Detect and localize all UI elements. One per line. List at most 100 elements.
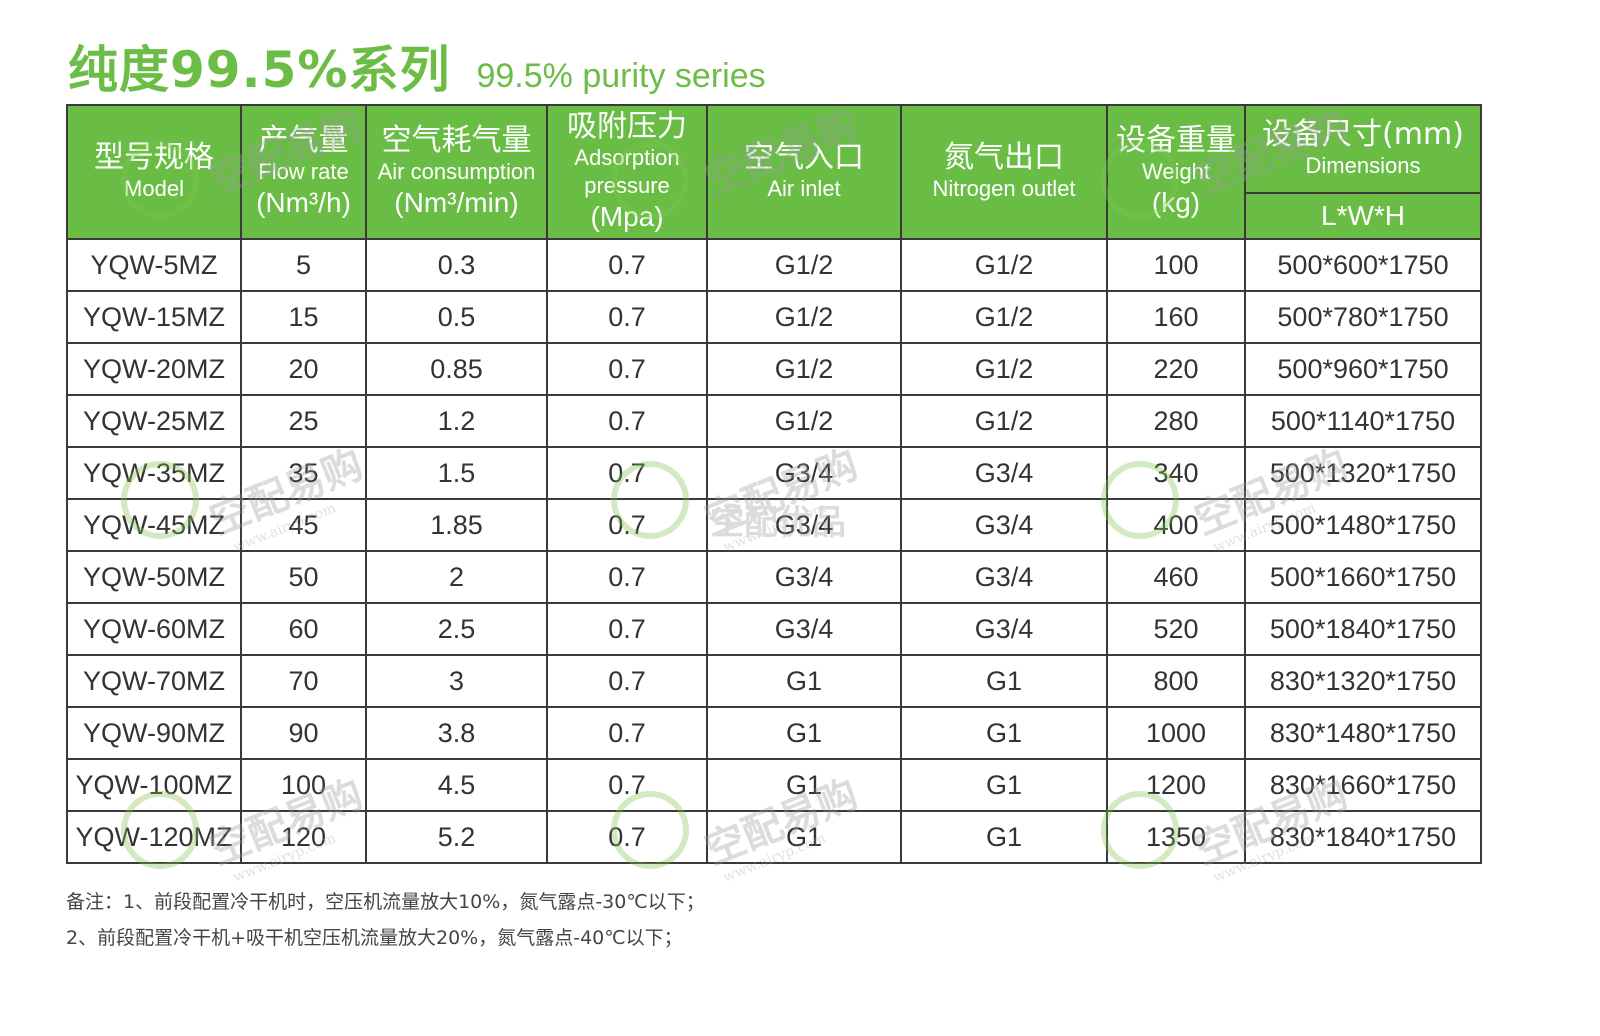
cell-flow: 60: [240, 602, 367, 656]
cell-pressure: 0.7: [546, 706, 708, 760]
cell-inlet: G3/4: [706, 550, 902, 604]
cell-inlet: G1: [706, 758, 902, 812]
table-row: YQW-50MZ 50 2 0.7 G3/4 G3/4 460 500*1660*1750: [66, 550, 1482, 604]
cell-weight: 1200: [1106, 758, 1246, 812]
table-row: YQW-120MZ 120 5.2 0.7 G1 G1 1350 830*1840*1750: [66, 810, 1482, 864]
cell-weight: 520: [1106, 602, 1246, 656]
cell-flow: 100: [240, 758, 367, 812]
cell-outlet: G1/2: [900, 290, 1108, 344]
cell-dim: 830*1660*1750: [1244, 758, 1482, 812]
cell-inlet: G1/2: [706, 342, 902, 396]
cell-model: YQW-50MZ: [66, 550, 242, 604]
cell-flow: 35: [240, 446, 367, 500]
header-air-inlet: 空气入口 Air inlet: [706, 104, 902, 240]
cell-weight: 280: [1106, 394, 1246, 448]
cell-inlet: G3/4: [706, 602, 902, 656]
cell-flow: 70: [240, 654, 367, 708]
cell-outlet: G3/4: [900, 498, 1108, 552]
cell-outlet: G1/2: [900, 342, 1108, 396]
cell-model: YQW-20MZ: [66, 342, 242, 396]
cell-weight: 220: [1106, 342, 1246, 396]
cell-air: 0.85: [365, 342, 548, 396]
cell-pressure: 0.7: [546, 446, 708, 500]
cell-model: YQW-5MZ: [66, 238, 242, 292]
cell-model: YQW-35MZ: [66, 446, 242, 500]
cell-air: 5.2: [365, 810, 548, 864]
cell-model: YQW-25MZ: [66, 394, 242, 448]
cell-flow: 90: [240, 706, 367, 760]
header-weight: 设备重量 Weight (kg): [1106, 104, 1246, 240]
cell-dim: 500*600*1750: [1244, 238, 1482, 292]
table-row: YQW-60MZ 60 2.5 0.7 G3/4 G3/4 520 500*1840*1750: [66, 602, 1482, 656]
header-air-en: Air consumption: [377, 159, 536, 184]
header-inlet-en: Air inlet: [767, 176, 841, 201]
header-dimensions-en: Dimensions: [1305, 153, 1421, 178]
header-dimensions-sub: L*W*H: [1244, 192, 1482, 240]
table-row: YQW-15MZ 15 0.5 0.7 G1/2 G1/2 160 500*780*1750: [66, 290, 1482, 344]
cell-dim: 500*780*1750: [1244, 290, 1482, 344]
table-row: YQW-45MZ 45 1.85 0.7 G3/4 G3/4 400 500*1480*175…: [66, 498, 1482, 552]
cell-pressure: 0.7: [546, 498, 708, 552]
header-pressure-cn: 吸附压力: [567, 109, 687, 144]
cell-dim: 830*1480*1750: [1244, 706, 1482, 760]
cell-pressure: 0.7: [546, 550, 708, 604]
cell-flow: 50: [240, 550, 367, 604]
cell-flow: 25: [240, 394, 367, 448]
table-row: YQW-20MZ 20 0.85 0.7 G1/2 G1/2 220 500*960*1750: [66, 342, 1482, 396]
cell-pressure: 0.7: [546, 758, 708, 812]
header-dimensions-lwh: L*W*H: [1320, 200, 1405, 231]
spec-table-body: YQW-5MZ 5 0.3 0.7 G1/2 G1/2 100 500*600*1750 YQW…: [66, 238, 1482, 864]
table-row: YQW-90MZ 90 3.8 0.7 G1 G1 1000 830*1480*1750: [66, 706, 1482, 760]
cell-dim: 500*1320*1750: [1244, 446, 1482, 500]
table-row: YQW-5MZ 5 0.3 0.7 G1/2 G1/2 100 500*600*1750: [66, 238, 1482, 292]
cell-outlet: G3/4: [900, 550, 1108, 604]
cell-inlet: G1/2: [706, 238, 902, 292]
cell-weight: 460: [1106, 550, 1246, 604]
header-dimensions: 设备尺寸(mm) Dimensions: [1244, 104, 1482, 194]
cell-air: 3.8: [365, 706, 548, 760]
cell-pressure: 0.7: [546, 290, 708, 344]
header-nitrogen-outlet: 氮气出口 Nitrogen outlet: [900, 104, 1108, 240]
cell-air: 0.5: [365, 290, 548, 344]
cell-outlet: G1: [900, 810, 1108, 864]
cell-weight: 100: [1106, 238, 1246, 292]
cell-flow: 120: [240, 810, 367, 864]
page-title: 纯度99.5%系列 99.5% purity series: [68, 30, 766, 99]
table-row: YQW-25MZ 25 1.2 0.7 G1/2 G1/2 280 500*1140*1750: [66, 394, 1482, 448]
cell-inlet: G3/4: [706, 446, 902, 500]
title-chinese: 纯度99.5%系列: [68, 41, 451, 99]
header-weight-unit: (kg): [1151, 187, 1201, 218]
header-pressure-unit: (Mpa): [590, 201, 664, 232]
header-flow-unit: (Nm³/h): [256, 187, 351, 218]
cell-pressure: 0.7: [546, 342, 708, 396]
cell-model: YQW-100MZ: [66, 758, 242, 812]
cell-dim: 830*1840*1750: [1244, 810, 1482, 864]
cell-pressure: 0.7: [546, 238, 708, 292]
cell-dim: 500*960*1750: [1244, 342, 1482, 396]
note-line-1: 备注：1、前段配置冷干机时，空压机流量放大10%，氮气露点-30℃以下；: [66, 891, 705, 913]
cell-outlet: G3/4: [900, 602, 1108, 656]
cell-inlet: G1: [706, 706, 902, 760]
cell-outlet: G1: [900, 758, 1108, 812]
cell-flow: 5: [240, 238, 367, 292]
cell-weight: 1000: [1106, 706, 1246, 760]
note-line-2: 2、前段配置冷干机+吸干机空压机流量放大20%，氮气露点-40℃以下；: [66, 927, 683, 949]
cell-inlet: G3/4: [706, 498, 902, 552]
header-air-consumption: 空气耗气量 Air consumption (Nm³/min): [365, 104, 548, 240]
header-flow-cn: 产气量: [258, 123, 349, 158]
cell-air: 4.5: [365, 758, 548, 812]
cell-pressure: 0.7: [546, 654, 708, 708]
title-english: 99.5% purity series: [476, 57, 766, 95]
header-inlet-cn: 空气入口: [744, 140, 864, 175]
cell-model: YQW-90MZ: [66, 706, 242, 760]
cell-dim: 500*1660*1750: [1244, 550, 1482, 604]
cell-inlet: G1: [706, 654, 902, 708]
header-pressure-en2: pressure: [584, 173, 670, 198]
header-adsorption-pressure: 吸附压力 Adsorption pressure (Mpa): [546, 104, 708, 240]
table-row: YQW-70MZ 70 3 0.7 G1 G1 800 830*1320*1750: [66, 654, 1482, 708]
cell-outlet: G1/2: [900, 238, 1108, 292]
cell-inlet: G1: [706, 810, 902, 864]
cell-air: 2.5: [365, 602, 548, 656]
header-flow-rate: 产气量 Flow rate (Nm³/h): [240, 104, 367, 240]
